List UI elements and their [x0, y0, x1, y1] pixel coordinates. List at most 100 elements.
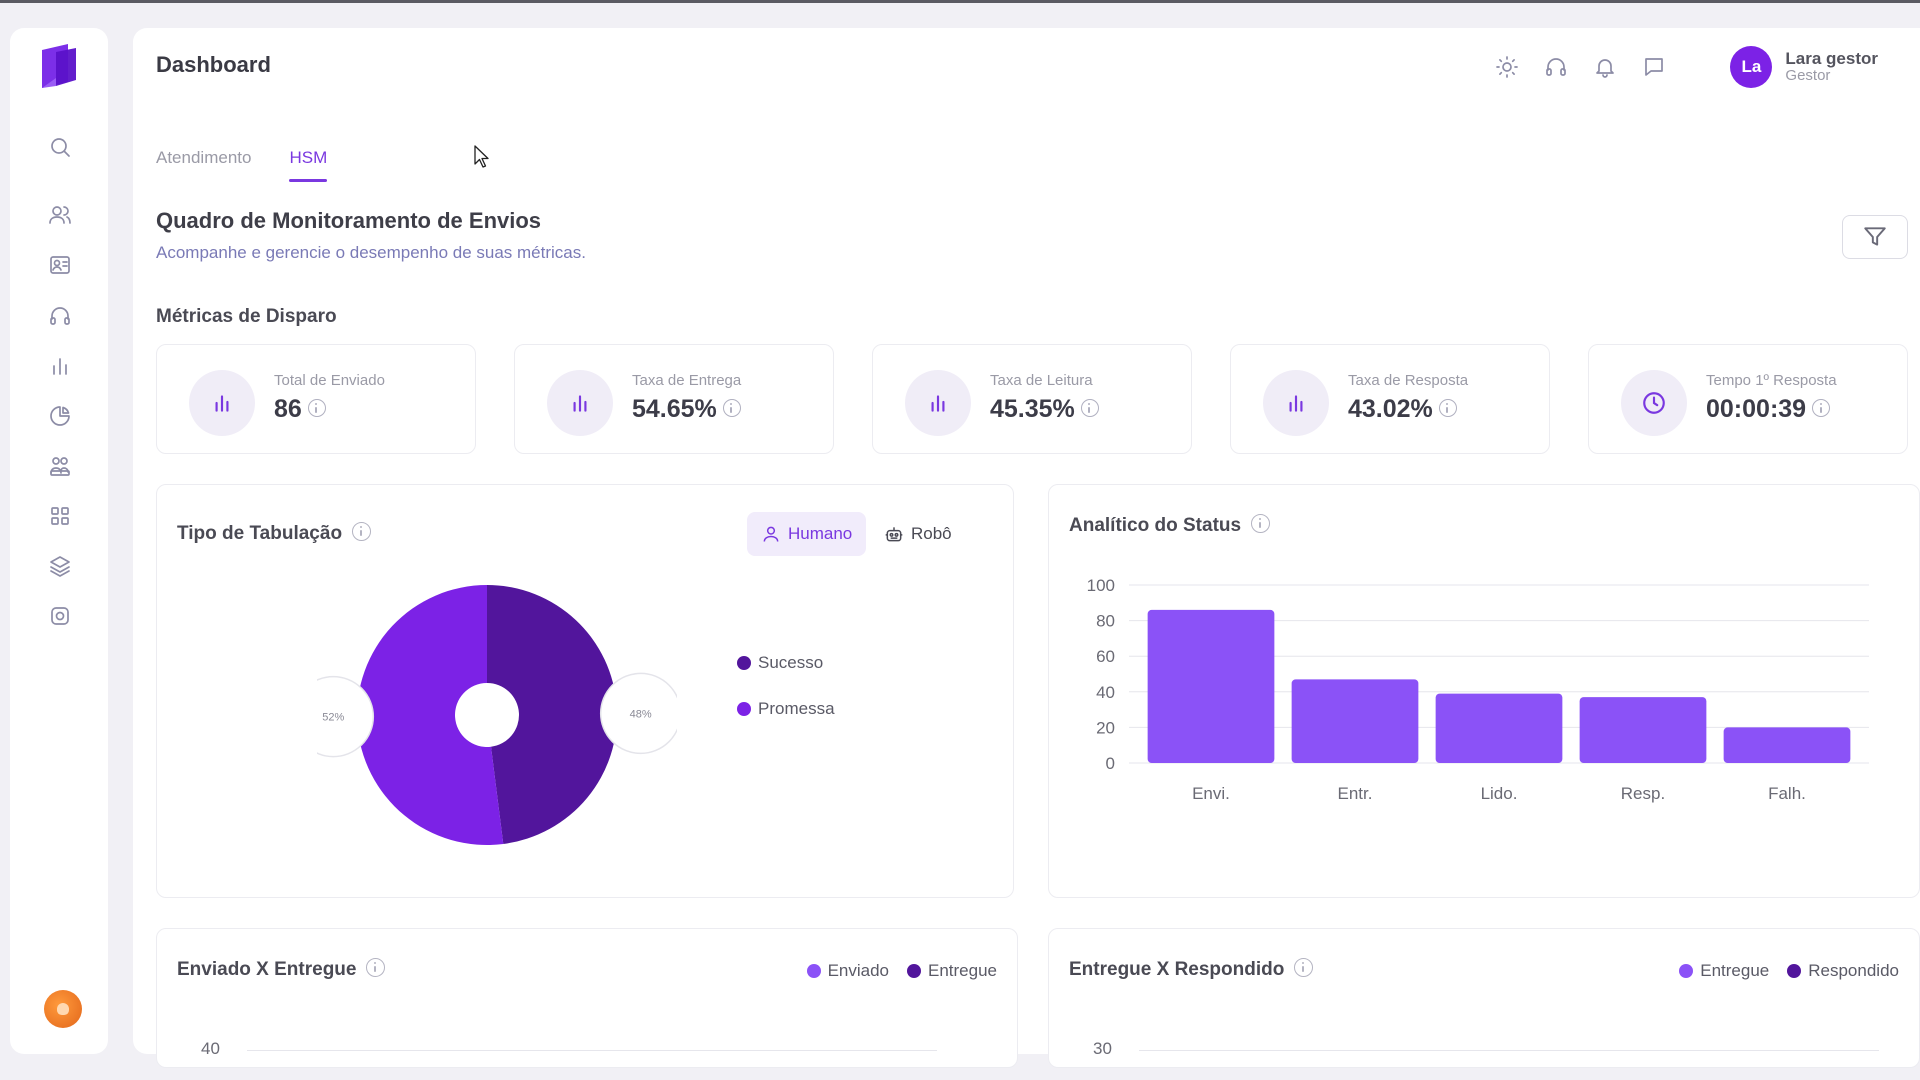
tabulacao-card: Tipo de Tabulação Humano Robô 48% 52% Suc… [156, 484, 1014, 898]
info-icon[interactable] [1251, 514, 1271, 534]
chat-icon[interactable] [1641, 54, 1667, 80]
y-axis-tick: 40 [201, 1039, 220, 1058]
y-tick-label: 100 [1087, 576, 1115, 595]
legend-respondido: Respondido [1787, 961, 1899, 981]
y-tick-label: 20 [1096, 718, 1115, 737]
metric-label: Taxa de Leitura [990, 372, 1093, 389]
page-title: Dashboard [156, 52, 271, 77]
metric-card-taxa-leitura: Taxa de Leitura 45.35% [872, 344, 1192, 454]
x-tick-label: Lido. [1481, 784, 1518, 803]
metric-value: 86 [274, 395, 326, 424]
bar-chart-icon [905, 370, 971, 436]
info-icon[interactable] [722, 399, 741, 418]
window-top-border [0, 0, 1920, 3]
y-tick-label: 80 [1096, 612, 1115, 631]
filter-button[interactable] [1842, 215, 1908, 259]
enviado-entregue-title: Enviado X Entregue [177, 958, 386, 981]
user-role: Gestor [1785, 67, 1831, 85]
bar-resp[interactable] [1579, 697, 1707, 763]
tab-hsm[interactable]: HSM [289, 148, 327, 182]
metric-label: Tempo 1º Resposta [1706, 372, 1837, 389]
metric-label: Total de Enviado [274, 372, 385, 389]
bar-chart-icon [547, 370, 613, 436]
pie-chart-icon[interactable] [43, 399, 77, 433]
bell-icon[interactable] [1592, 54, 1618, 80]
legend-dot-sucesso [737, 656, 751, 670]
top-actions: La Lara gestor Gestor [1494, 46, 1920, 88]
entregue-respondido-card: Entregue X Respondido Entregue Respondid… [1048, 928, 1920, 1068]
clock-icon [1621, 370, 1687, 436]
tabulacao-title: Tipo de Tabulação [177, 522, 372, 545]
sun-icon[interactable] [1494, 54, 1520, 80]
filter-icon [1864, 227, 1886, 246]
legend-dot-promessa [737, 702, 751, 716]
metric-card-tempo-resposta: Tempo 1º Resposta 00:00:39 [1588, 344, 1908, 454]
users-icon[interactable] [43, 198, 77, 232]
mouse-cursor-icon [474, 145, 489, 168]
legend-label-promessa: Promessa [758, 699, 835, 718]
metric-value: 45.35% [990, 395, 1099, 424]
contacts-icon[interactable] [43, 248, 77, 282]
y-axis-tick: 30 [1093, 1039, 1112, 1058]
tab-atendimento[interactable]: Atendimento [156, 148, 252, 167]
info-icon[interactable] [366, 958, 386, 978]
bar-chart-icon [1263, 370, 1329, 436]
y-tick-label: 0 [1106, 754, 1115, 773]
bar-entr[interactable] [1291, 679, 1419, 763]
info-icon[interactable] [1812, 399, 1831, 418]
y-tick-label: 60 [1096, 647, 1115, 666]
user-menu[interactable]: La Lara gestor Gestor [1730, 46, 1878, 88]
bottom-user-avatar[interactable] [44, 990, 82, 1028]
donut-value-label: 52% [317, 675, 375, 758]
donut-slice-sucesso[interactable] [487, 585, 618, 844]
gridline [1139, 1050, 1879, 1051]
info-icon[interactable] [307, 399, 326, 418]
enviado-entregue-card: Enviado X Entregue Enviado Entregue 40 [156, 928, 1018, 1068]
bar-envi[interactable] [1147, 609, 1275, 763]
legend-sucesso: Sucesso [737, 653, 823, 673]
metric-value: 54.65% [632, 395, 741, 424]
donut-value-label: 48% [599, 672, 677, 755]
x-tick-label: Entr. [1338, 784, 1373, 803]
section-subtitle: Acompanhe e gerencie o desempenho de sua… [156, 243, 586, 262]
legend-promessa: Promessa [737, 699, 835, 719]
bar-chart-icon [189, 370, 255, 436]
bar-falh[interactable] [1723, 727, 1851, 763]
donut-slice-promessa[interactable] [357, 585, 504, 845]
bar-lido[interactable] [1435, 693, 1563, 763]
metric-value: 43.02% [1348, 395, 1457, 424]
headset-icon[interactable] [43, 299, 77, 333]
search-icon[interactable] [43, 130, 77, 164]
grid-icon[interactable] [43, 499, 77, 533]
info-icon[interactable] [1438, 399, 1457, 418]
metric-card-taxa-resposta: Taxa de Resposta 43.02% [1230, 344, 1550, 454]
legend-entregue: Entregue [907, 961, 997, 981]
metric-label: Taxa de Entrega [632, 372, 742, 389]
layers-icon[interactable] [43, 549, 77, 583]
entregue-respondido-title: Entregue X Respondido [1069, 958, 1314, 981]
info-icon[interactable] [352, 522, 372, 542]
enviado-entregue-legend: Enviado Entregue [789, 961, 997, 981]
section-title: Quadro de Monitoramento de Envios [156, 208, 542, 233]
status-title: Analítico do Status [1069, 514, 1271, 537]
info-icon[interactable] [1294, 958, 1314, 978]
user-avatar: La [1730, 46, 1773, 88]
donut-value-text: 48% [630, 708, 652, 720]
sidebar [10, 28, 108, 1054]
status-bar-chart: 100 80 60 40 20 0 Envi. Entr. Lido. Resp. Falh. [1087, 576, 1869, 803]
metric-value: 00:00:39 [1706, 395, 1831, 424]
team-icon[interactable] [43, 449, 77, 483]
headset-icon[interactable] [1543, 54, 1569, 80]
bar-chart-icon[interactable] [43, 349, 77, 383]
app-logo[interactable] [38, 42, 80, 94]
metric-card-taxa-entrega: Taxa de Entrega 54.65% [514, 344, 834, 454]
user-name: Lara gestor [1785, 49, 1878, 69]
toggle-humano[interactable]: Humano [747, 512, 867, 556]
settings-icon[interactable] [43, 599, 77, 633]
toggle-robo[interactable]: Robô [870, 512, 966, 556]
info-icon[interactable] [1080, 399, 1099, 418]
legend-entregue: Entregue [1679, 961, 1769, 981]
donut-value-text: 52% [322, 712, 344, 724]
main-panel: Dashboard La Lara gestor Gestor Atendime… [133, 28, 1920, 1068]
metric-label: Taxa de Resposta [1348, 372, 1469, 389]
